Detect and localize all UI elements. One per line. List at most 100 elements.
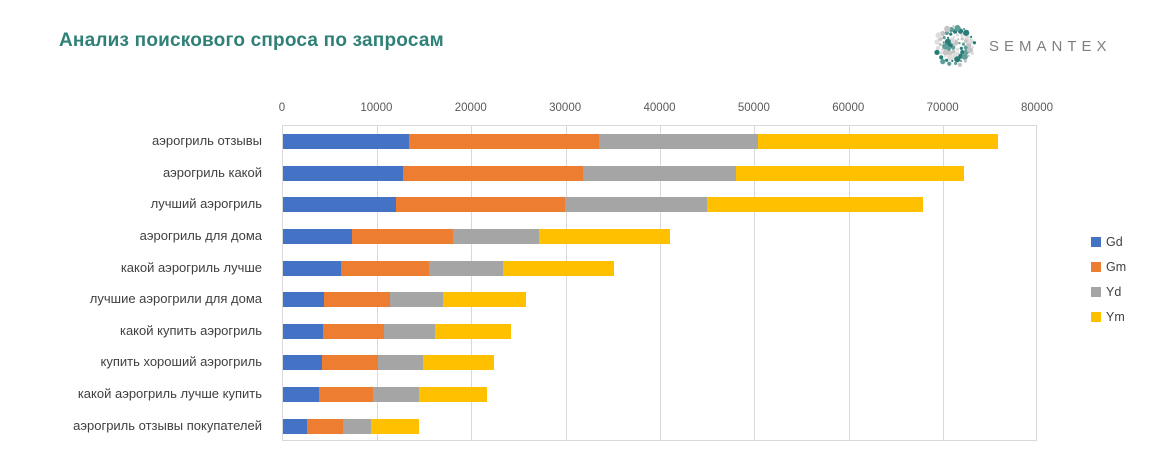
bar-segment-Gm xyxy=(351,229,454,245)
gridline xyxy=(565,126,567,440)
legend: Gd Gm Yd Ym xyxy=(1091,229,1126,329)
bar-segment-Yd xyxy=(373,387,419,403)
bar-segment-Ym xyxy=(538,229,670,245)
stacked-bar xyxy=(283,292,1036,308)
bar-segment-Gd xyxy=(283,260,342,276)
legend-label: Gd xyxy=(1106,234,1123,249)
gridline xyxy=(471,126,473,440)
bar-segment-Yd xyxy=(599,134,759,150)
bar-segment-Yd xyxy=(428,260,504,276)
bar-segment-Yd xyxy=(343,418,371,434)
category-label: лучший аэрогриль xyxy=(150,196,262,212)
bar-row xyxy=(283,316,1036,348)
x-axis-ticks: 0 10000 20000 30000 40000 50000 60000 70000 8000… xyxy=(278,102,1053,118)
stacked-bar xyxy=(283,323,1036,339)
bar-segment-Gd xyxy=(283,165,404,181)
x-axis-tick-label: 80000 xyxy=(1021,102,1053,114)
bar-segment-Gd xyxy=(283,355,322,371)
legend-label: Yd xyxy=(1106,284,1122,299)
plot-area xyxy=(282,125,1037,441)
bar-segment-Ym xyxy=(370,418,419,434)
gridline xyxy=(376,126,378,440)
bar-segment-Ym xyxy=(435,323,511,339)
legend-label: Gm xyxy=(1106,259,1127,274)
category-labels: аэрогриль отзывы аэрогриль какой лучший аэ… xyxy=(0,125,272,441)
dot-sphere-logo-icon xyxy=(934,24,977,67)
x-axis-tick-label: 10000 xyxy=(360,102,393,114)
category-label: аэрогриль какой xyxy=(162,164,262,180)
bar-row xyxy=(283,410,1036,442)
bar-segment-Ym xyxy=(735,165,965,181)
gridline xyxy=(660,126,661,440)
category-label: купить хороший аэрогриль xyxy=(100,354,263,370)
bar-segment-Ym xyxy=(758,134,999,150)
bar-row xyxy=(283,126,1036,158)
category-label: какой аэрогриль лучше xyxy=(120,259,262,275)
bar-segment-Yd xyxy=(378,355,424,371)
x-axis-tick-label: 0 xyxy=(278,102,286,114)
logo-text: SEMANTEX xyxy=(989,37,1112,55)
stacked-bar xyxy=(283,418,1036,434)
category-label: лучшие аэрогрили для дома xyxy=(89,291,262,307)
bar-segment-Gd xyxy=(283,418,308,434)
stacked-bar xyxy=(283,355,1036,371)
stacked-bar xyxy=(283,260,1036,276)
x-axis-tick-label: 70000 xyxy=(926,102,959,114)
bar-segment-Gd xyxy=(283,197,396,213)
x-axis-tick-label: 30000 xyxy=(549,102,582,114)
bar-segment-Yd xyxy=(383,323,436,339)
semantex-logo: SEMANTEX xyxy=(931,20,1112,72)
bar-segment-Gm xyxy=(324,292,391,308)
legend-swatch-icon xyxy=(1091,311,1101,322)
legend-item-Gd: Gd xyxy=(1091,229,1126,254)
bar-segment-Gd xyxy=(283,323,324,339)
legend-item-Yd: Yd xyxy=(1091,279,1126,304)
bar-row xyxy=(283,347,1036,379)
bar-segment-Gm xyxy=(395,197,566,213)
x-axis-tick-label: 50000 xyxy=(737,102,770,114)
stacked-bar xyxy=(283,134,1036,150)
gridline xyxy=(848,126,850,440)
bar-segment-Gd xyxy=(283,292,325,308)
bar-segment-Ym xyxy=(418,387,488,403)
bar-segment-Gm xyxy=(403,165,584,181)
bar-row xyxy=(283,252,1036,284)
bar-row xyxy=(283,158,1036,190)
bar-segment-Ym xyxy=(707,197,924,213)
legend-swatch-icon xyxy=(1091,236,1101,247)
bar-segment-Gd xyxy=(283,387,319,403)
bar-segment-Ym xyxy=(503,260,615,276)
category-label: аэрогриль отзывы xyxy=(152,133,262,149)
stacked-bar xyxy=(283,197,1036,213)
legend-item-Ym: Ym xyxy=(1091,304,1126,329)
bar-segment-Gm xyxy=(341,260,429,276)
x-axis-tick-label: 60000 xyxy=(832,102,865,114)
x-axis-tick-label: 20000 xyxy=(454,102,487,114)
category-label: аэрогриль отзывы покупателей xyxy=(73,417,262,433)
stacked-bar xyxy=(283,165,1036,181)
category-label: какой аэрогриль лучше купить xyxy=(77,386,262,402)
legend-swatch-icon xyxy=(1091,261,1101,272)
bar-segment-Gm xyxy=(318,387,374,403)
legend-swatch-icon xyxy=(1091,286,1101,297)
legend-item-Gm: Gm xyxy=(1091,254,1126,279)
bar-segment-Gm xyxy=(321,355,379,371)
bar-segment-Ym xyxy=(423,355,494,371)
legend-label: Ym xyxy=(1106,309,1125,324)
bar-segment-Gd xyxy=(283,134,410,150)
bar-segment-Yd xyxy=(565,197,708,213)
bar-segment-Gm xyxy=(409,134,600,150)
bar-row xyxy=(283,189,1036,221)
bar-segment-Gm xyxy=(323,323,384,339)
category-label: какой купить аэрогриль xyxy=(119,322,262,338)
bar-segment-Yd xyxy=(453,229,539,245)
gridline xyxy=(754,126,756,440)
bar-segment-Gm xyxy=(307,418,344,434)
page-title: Анализ поискового спроса по запросам xyxy=(59,30,444,51)
bar-segment-Yd xyxy=(583,165,736,181)
bar-row xyxy=(283,284,1036,316)
bar-segment-Ym xyxy=(442,292,526,308)
bar-segment-Gd xyxy=(283,229,352,245)
stacked-bar xyxy=(283,387,1036,403)
